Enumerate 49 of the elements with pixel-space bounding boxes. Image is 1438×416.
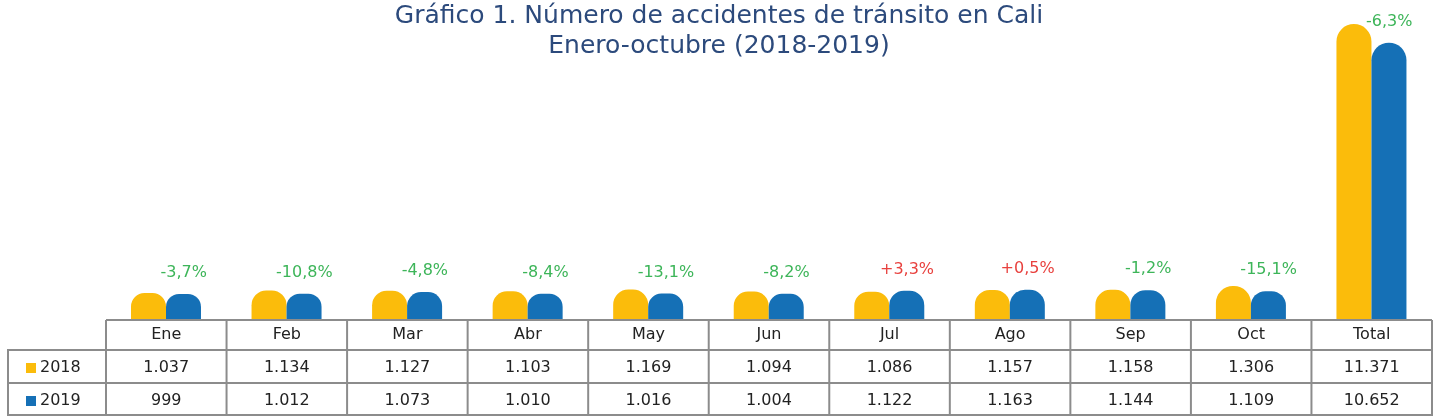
data-label: 1.010 [504, 390, 551, 409]
data-label: 1.037 [143, 357, 190, 376]
annotation: -6,3% [1366, 10, 1413, 30]
data-label: 1.103 [504, 357, 551, 376]
data-label: 999 [150, 390, 182, 409]
annotation: -4,8% [401, 259, 449, 279]
data-label: 1.158 [1107, 357, 1154, 376]
data-label: 1.163 [987, 390, 1033, 409]
x-tick-label: Ene [151, 324, 182, 344]
x-tick-label: Jul [878, 324, 900, 344]
data-label: 11.371 [1343, 357, 1400, 376]
annotation: +0,5% [1000, 257, 1055, 277]
data-label: 1.127 [384, 357, 431, 376]
data-label: 10.652 [1343, 390, 1400, 409]
annotation: -8,4% [522, 261, 569, 281]
data-label: 1.094 [746, 357, 792, 376]
annotation: -13,1% [637, 261, 695, 281]
x-tick-label: Sep [1115, 324, 1146, 344]
data-label: 1.086 [866, 357, 913, 376]
chart-subtitle: Enero-octubre (2018-2019) [548, 30, 890, 59]
legend-label: 2018 [40, 357, 81, 376]
data-label: 1.109 [1228, 390, 1275, 409]
x-tick-label: Feb [272, 324, 301, 344]
x-tick-label: Ago [994, 324, 1026, 344]
x-tick-label: Abr [514, 324, 543, 344]
x-tick-label: May [631, 324, 665, 344]
annotation: +3,3% [880, 258, 935, 278]
legend-label: 2019 [40, 390, 81, 409]
data-label: 1.157 [987, 357, 1033, 376]
annotation: -3,7% [160, 261, 207, 281]
annotation: -8,2% [763, 261, 810, 281]
data-label: 1.073 [384, 390, 431, 409]
annotation: -1,2% [1124, 257, 1172, 277]
data-label: 1.016 [625, 390, 672, 409]
annotation: -10,8% [276, 261, 333, 281]
data-label: 1.306 [1228, 357, 1275, 376]
chart-title: Gráfico 1. Número de accidentes de tránsito en Cali [394, 0, 1044, 29]
x-tick-label: Total [1352, 324, 1391, 344]
data-label: 1.012 [263, 390, 310, 409]
data-label: 1.134 [263, 357, 310, 376]
data-label: 1.169 [625, 357, 672, 376]
data-label: 1.144 [1107, 390, 1154, 409]
x-tick-label: Oct [1237, 324, 1266, 344]
data-label: 1.004 [746, 390, 792, 409]
annotation: -15,1% [1240, 258, 1297, 278]
bar [1371, 42, 1407, 320]
data-label: 1.122 [866, 390, 913, 409]
x-tick-label: Mar [392, 324, 423, 344]
x-tick-label: Jun [755, 324, 782, 344]
